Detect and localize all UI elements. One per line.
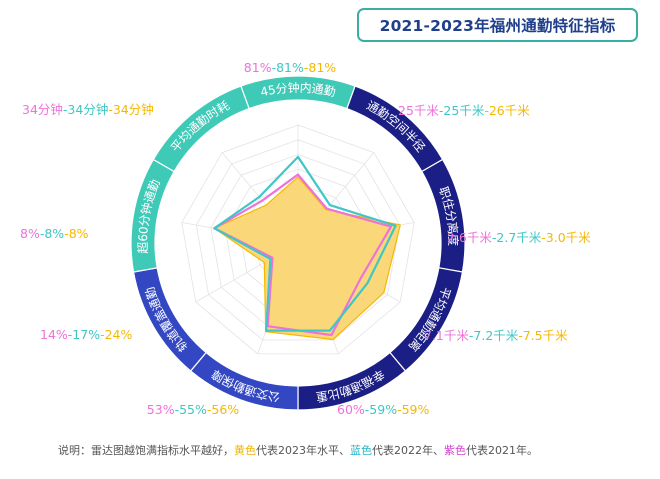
value-label: 14%-17%-24% xyxy=(40,327,133,342)
ring-segment xyxy=(130,158,175,273)
value-label: 2.6千米-2.7千米-3.0千米 xyxy=(447,230,591,245)
value-label: 60%-59%-59% xyxy=(337,402,430,417)
note-blue: 蓝色 xyxy=(350,443,372,457)
ring-segment xyxy=(421,158,466,273)
series-2022年 xyxy=(213,155,397,332)
note-purple: 紫色 xyxy=(444,443,466,457)
note-mid2: 代表2022年、 xyxy=(372,443,444,457)
value-label: 25千米-25千米-26千米 xyxy=(398,103,530,118)
note-mid1: 代表2023年水平、 xyxy=(256,443,350,457)
value-label: 53%-55%-56% xyxy=(147,402,240,417)
value-label: 7.1千米-7.2千米-7.5千米 xyxy=(424,328,568,343)
note-yellow: 黄色 xyxy=(234,443,256,457)
axis-label: 平均通勤时耗 xyxy=(168,98,232,155)
chart-title: 2021-2023年福州通勤特征指标 xyxy=(357,8,638,42)
ring-segment xyxy=(152,85,250,173)
value-label: 34分钟-34分钟-34分钟 xyxy=(22,102,154,117)
axis-label: 45分钟内通勤 xyxy=(259,79,337,98)
note-prefix: 说明：雷达图越饱满指标水平越好， xyxy=(58,443,234,457)
note-suffix: 代表2021年。 xyxy=(466,443,538,457)
value-label: 81%-81%-81% xyxy=(244,60,337,75)
grid-ring xyxy=(195,139,401,341)
grid-ring xyxy=(181,124,415,355)
value-label: 8%-8%-8% xyxy=(20,226,89,241)
legend-note: 说明：雷达图越饱满指标水平越好，黄色代表2023年水平、蓝色代表2022年、紫色… xyxy=(58,443,538,457)
